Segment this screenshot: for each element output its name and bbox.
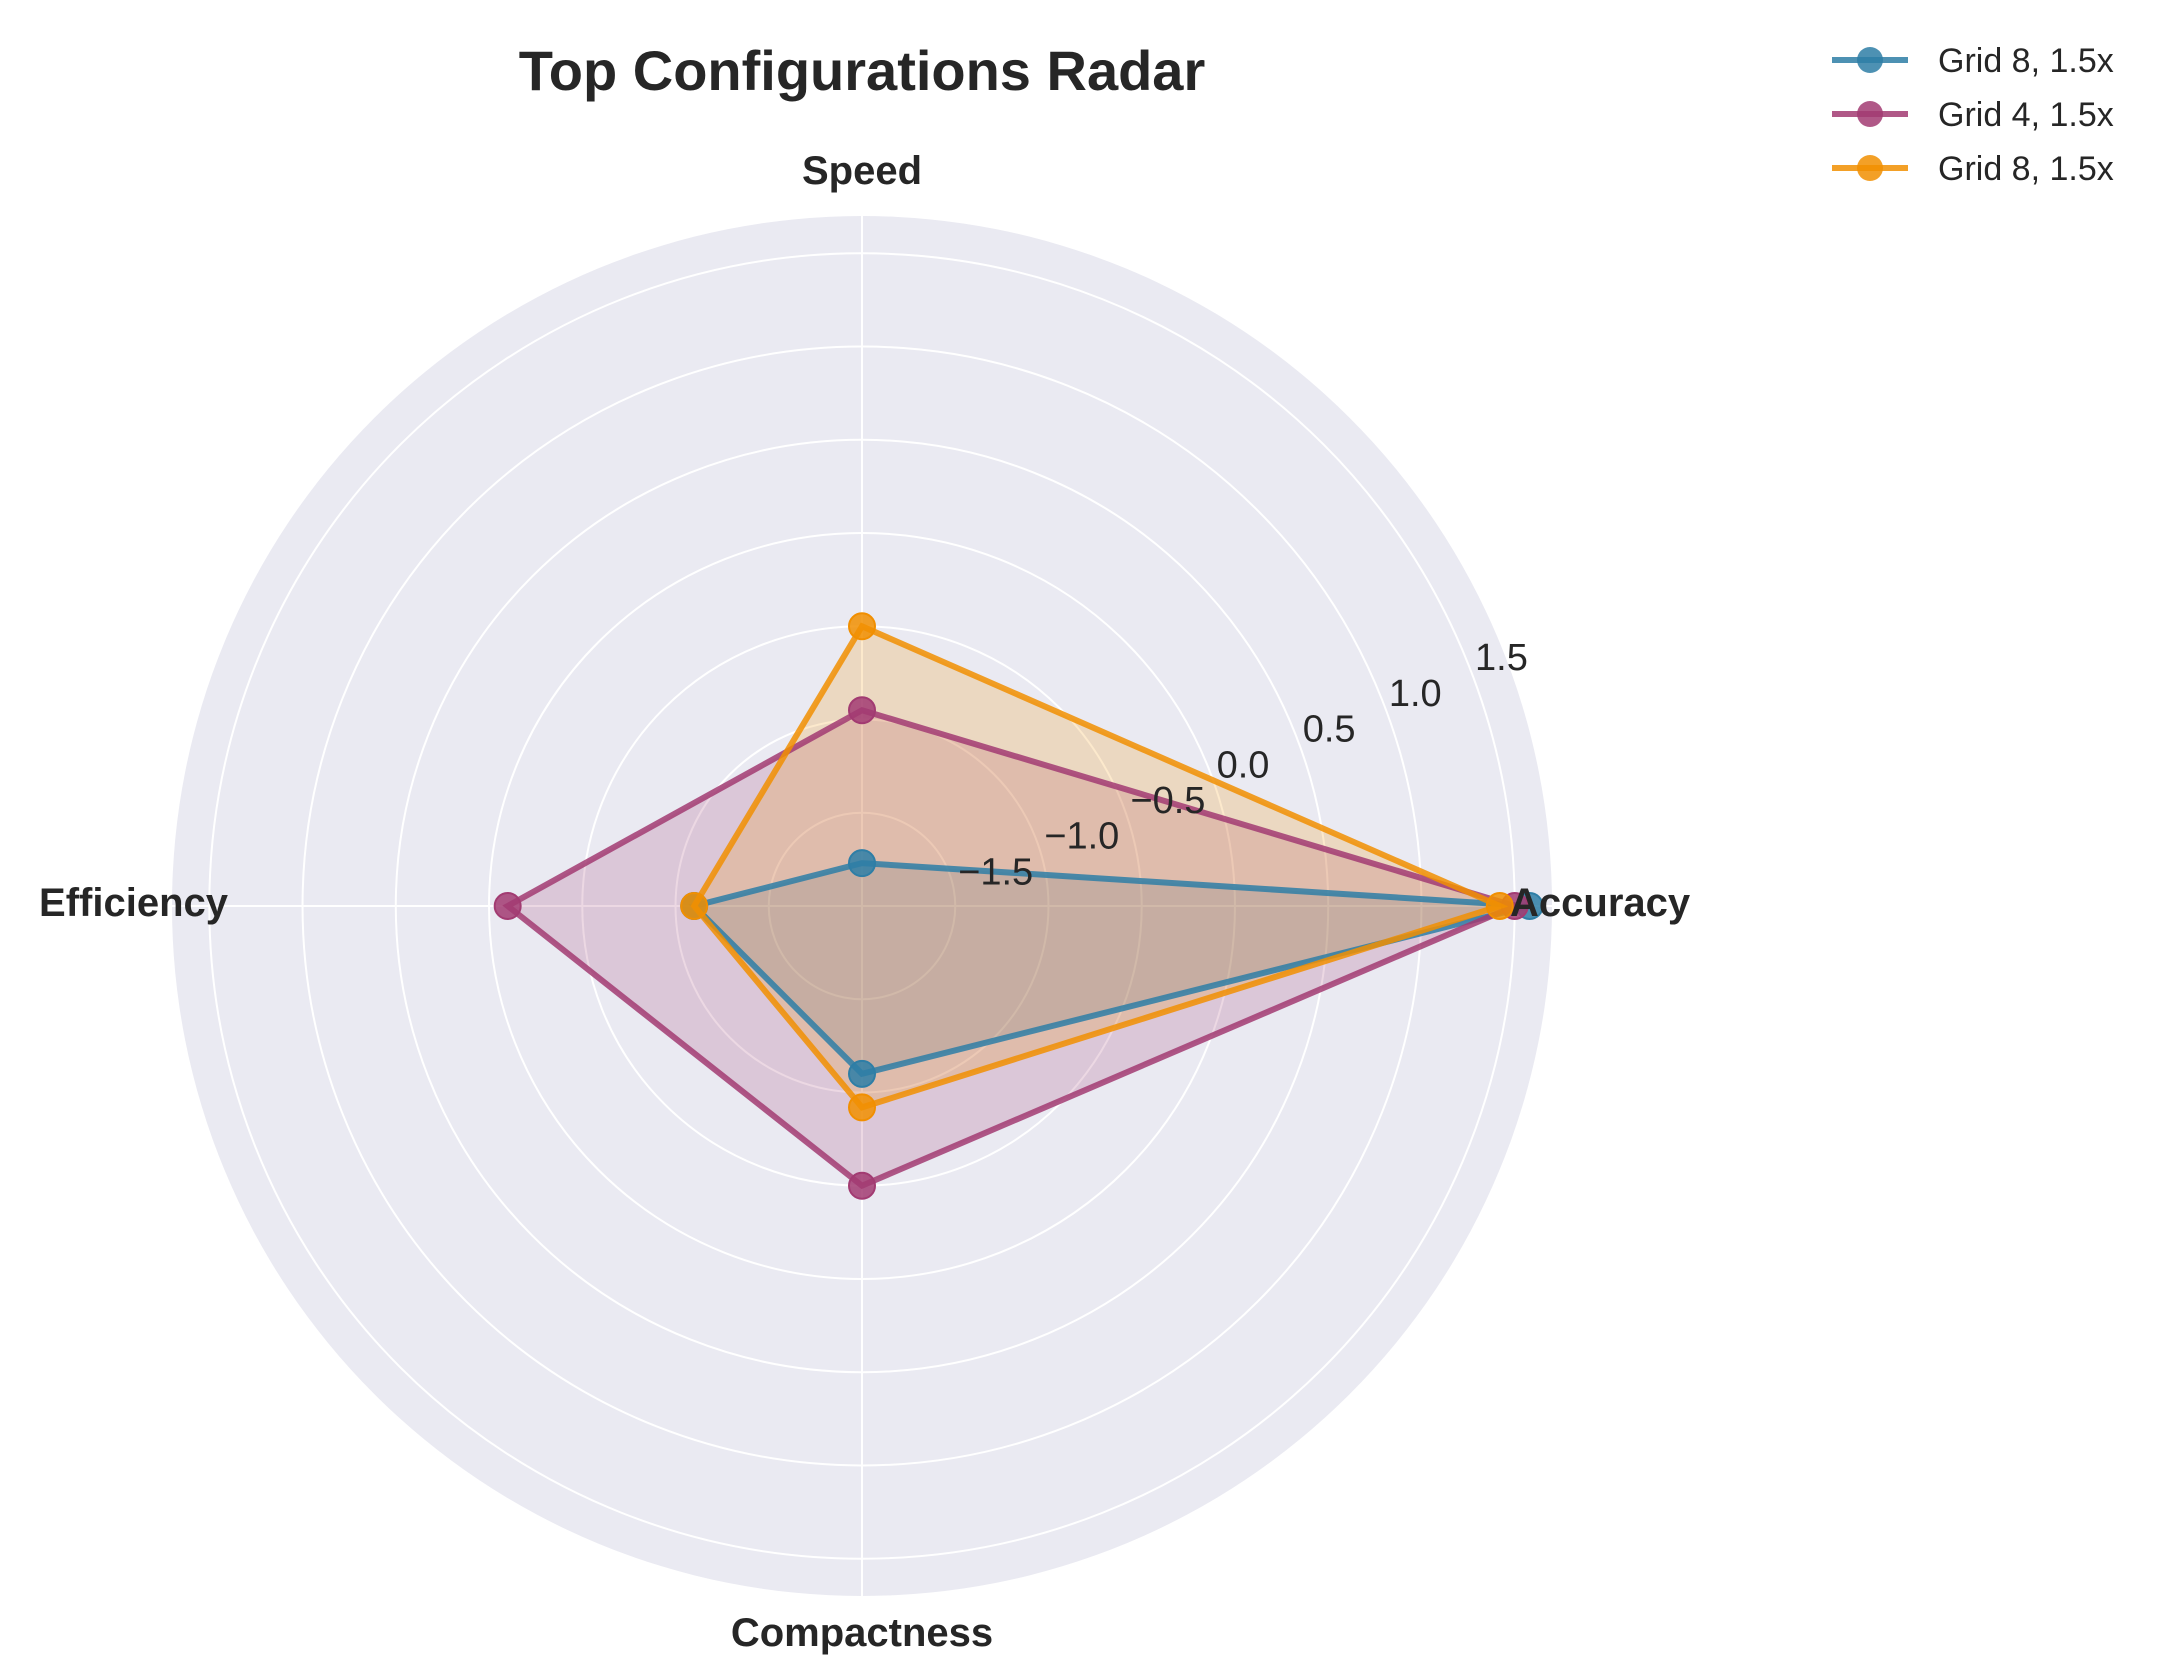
axis-label-efficiency: Efficiency [39,881,229,925]
legend-marker [1857,101,1883,127]
series-2-point [848,696,876,725]
radial-tick-label: −1.0 [1044,816,1119,858]
radial-tick-label: −0.5 [1130,780,1205,822]
series-1-point [848,1059,876,1088]
plot-area: −1.5 −1.0 −0.5 0.0 0.5 1.0 1.5 Accuracy Speed Eff… [39,149,1691,1655]
series-fill-3 [694,626,1500,1108]
legend-marker [1857,47,1883,73]
series-fill-2 [507,710,1515,1186]
series-1-point [848,849,876,878]
legend-entry-1: Grid 8, 1.5x [1938,42,2114,80]
series-2-point [493,892,522,920]
legend: Grid 8, 1.5x Grid 4, 1.5x Grid 8, 1.5x [1832,42,2114,188]
series-fill-1 [694,863,1530,1074]
radial-tick-label: 1.5 [1475,637,1528,679]
axis-label-speed: Speed [802,149,922,193]
legend-entry-3: Grid 8, 1.5x [1938,150,2114,188]
series-3-point [1485,892,1514,920]
series-2-point [848,1171,876,1200]
axis-label-compactness: Compactness [731,1611,993,1655]
chart-title: Top Configurations Radar [519,39,1206,102]
radial-tick-label: −1.5 [958,851,1033,893]
legend-entry-2: Grid 4, 1.5x [1938,96,2114,134]
radial-tick-label: 0.0 [1217,744,1270,786]
axis-label-accuracy: Accuracy [1510,881,1691,925]
legend-marker [1857,155,1883,181]
radial-tick-label: 1.0 [1389,673,1442,715]
series-3-point [680,892,709,920]
radial-tick-label: 0.5 [1303,709,1356,751]
series-3-point [848,1093,876,1122]
series-3-point [848,612,876,641]
